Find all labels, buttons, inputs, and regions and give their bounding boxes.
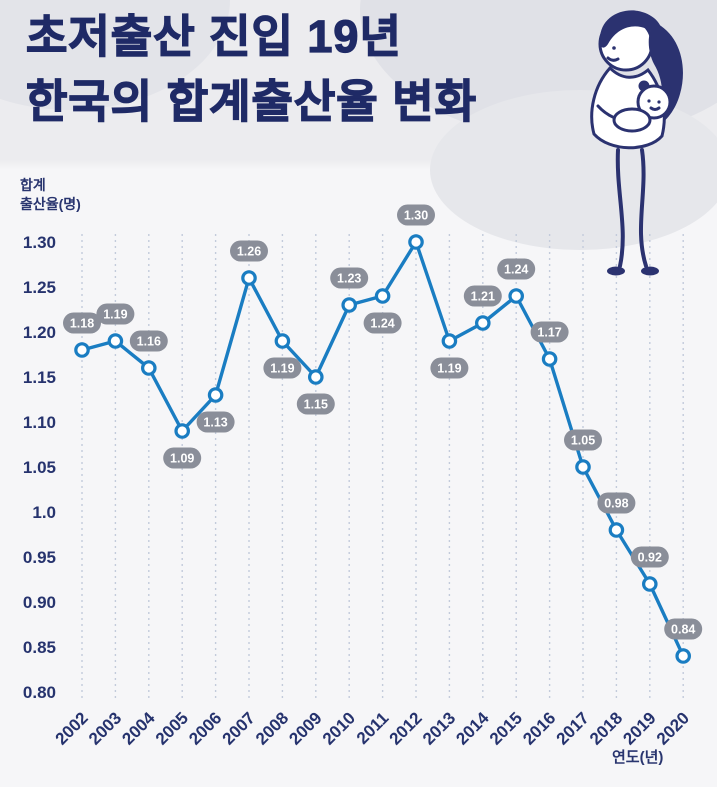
x-tick-label: 2017 <box>553 708 593 748</box>
data-point <box>675 648 691 664</box>
value-badge <box>330 267 369 289</box>
x-tick-label: 2013 <box>419 708 459 748</box>
x-tick-label: 2005 <box>152 708 192 748</box>
y-tick-label: 0.95 <box>23 548 56 567</box>
x-axis-unit-label: 연도(년) <box>612 749 664 766</box>
value-badge-label: 0.84 <box>671 623 695 637</box>
data-point <box>508 288 524 304</box>
value-badge-label: 1.13 <box>203 416 227 430</box>
title-line-2: 한국의 합계출산율 변화 <box>25 76 478 128</box>
x-tick-label: 2015 <box>486 708 526 748</box>
value-badge-label: 0.92 <box>638 551 662 565</box>
x-tick-label: 2016 <box>519 708 559 748</box>
x-tick-label: 2006 <box>185 708 225 748</box>
value-badge <box>129 330 168 352</box>
value-badge-label: 1.21 <box>471 290 495 304</box>
value-badge <box>397 204 435 226</box>
y-tick-label: 0.90 <box>23 593 56 612</box>
y-tick-label: 1.15 <box>23 368 56 387</box>
x-tick-label: 2007 <box>219 708 259 748</box>
value-badge <box>263 357 302 379</box>
value-badge-label: 1.19 <box>437 362 461 376</box>
value-badge <box>430 357 469 379</box>
value-badge-label: 1.30 <box>404 209 428 223</box>
x-tick-label: 2008 <box>252 708 292 748</box>
data-point <box>608 522 625 538</box>
y-tick-label: 1.30 <box>23 233 56 252</box>
data-point <box>274 333 291 349</box>
data-point <box>174 423 190 439</box>
value-badge <box>564 429 602 451</box>
data-point <box>107 333 124 349</box>
page-title: 초저출산 진입 19년 한국의 합계출산율 변화 <box>25 4 478 135</box>
y-tick-label: 1.10 <box>23 413 56 432</box>
data-point <box>474 315 491 331</box>
value-badge-label: 0.98 <box>604 497 628 511</box>
cloud-decoration <box>430 90 717 250</box>
data-point <box>374 288 391 304</box>
value-badge-label: 1.15 <box>304 398 328 412</box>
mother-child-illustration <box>590 10 683 276</box>
y-tick-label: 0.80 <box>23 683 56 702</box>
value-badge-label: 1.09 <box>170 452 194 466</box>
value-badge <box>630 546 669 568</box>
y-axis-unit-line2: 출산율(명) <box>20 195 81 212</box>
data-point <box>141 360 157 376</box>
data-point <box>241 270 257 286</box>
value-badge <box>363 312 402 334</box>
y-axis-unit-line1: 합계 <box>20 177 46 193</box>
x-tick-label: 2020 <box>653 708 693 748</box>
value-badge-label: 1.16 <box>137 335 161 349</box>
x-tick-label: 2011 <box>353 708 393 748</box>
data-point <box>541 351 558 367</box>
y-axis-unit-label: 합계 출산율(명) <box>20 176 81 214</box>
value-badge <box>163 447 202 469</box>
value-badge <box>497 258 536 280</box>
x-tick-label: 2010 <box>319 708 359 748</box>
value-badge-label: 1.19 <box>270 362 294 376</box>
data-point <box>307 369 324 385</box>
value-badge-label: 1.24 <box>370 317 394 331</box>
data-point <box>575 459 591 475</box>
y-tick-label: 1.0 <box>32 503 56 522</box>
value-badge-label: 1.19 <box>103 308 127 322</box>
y-tick-label: 1.05 <box>23 458 56 477</box>
x-tick-label: 2018 <box>586 708 626 748</box>
value-badge <box>63 312 101 334</box>
data-point <box>408 234 424 250</box>
x-tick-label: 2003 <box>85 708 125 748</box>
value-badge <box>664 618 703 640</box>
fertility-rate-chart: 2002 2003 2004 2005 2006 2007 2008 2009 2010 2011… <box>0 170 717 787</box>
y-tick-label: 1.20 <box>23 323 56 342</box>
data-point <box>441 333 458 349</box>
y-tick-label: 0.85 <box>23 638 56 657</box>
x-tick-label: 2014 <box>452 708 493 749</box>
value-badge <box>230 240 268 262</box>
value-badge <box>196 411 235 433</box>
title-line-1: 초저출산 진입 19년 <box>25 10 402 62</box>
chart-svg: 2002200320042005200620072008200920102011… <box>23 204 703 749</box>
value-badge-label: 1.26 <box>237 245 261 259</box>
data-point <box>641 576 658 592</box>
x-tick-label: 2004 <box>118 708 159 749</box>
value-badge-label: 1.24 <box>504 263 528 277</box>
value-badge <box>296 393 335 415</box>
value-badge-label: 1.17 <box>537 326 561 340</box>
x-tick-label: 2009 <box>285 708 325 748</box>
value-badge <box>96 303 135 325</box>
data-point <box>341 297 357 313</box>
data-point <box>74 342 90 358</box>
value-badge-label: 1.18 <box>70 317 94 331</box>
value-badge <box>530 321 569 343</box>
value-badge <box>463 285 502 307</box>
x-tick-label: 2019 <box>619 708 659 748</box>
value-badge <box>597 492 636 514</box>
x-tick-label: 2012 <box>386 708 426 748</box>
value-badge-label: 1.23 <box>337 272 361 286</box>
data-point <box>207 387 224 403</box>
value-badge-label: 1.05 <box>571 434 595 448</box>
y-tick-label: 1.25 <box>23 278 56 297</box>
x-tick-label: 2002 <box>52 708 92 748</box>
